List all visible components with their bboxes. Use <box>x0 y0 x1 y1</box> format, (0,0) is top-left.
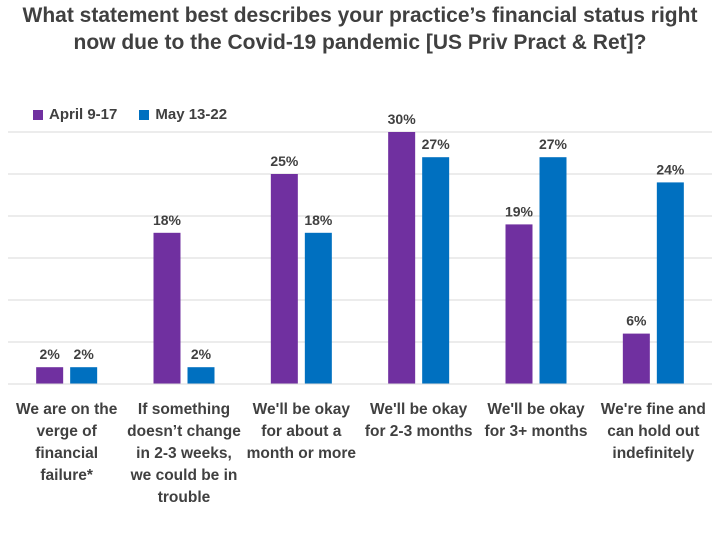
data-label-may-4: 27% <box>539 136 568 152</box>
chart-title: What statement best describes your pract… <box>22 4 698 54</box>
data-label-may-2: 18% <box>304 212 333 228</box>
category-label-0: We are on the verge of financial failure… <box>15 401 118 484</box>
category-label-3: We'll be okay for 2-3 months <box>364 401 473 440</box>
legend-item-april: April 9-17 <box>33 106 117 123</box>
data-label-may-5: 24% <box>656 161 685 177</box>
data-label-may-0: 2% <box>74 346 95 362</box>
data-label-april-3: 30% <box>388 111 417 127</box>
bar-may-2 <box>304 232 332 384</box>
legend-swatch-may <box>139 109 150 120</box>
data-label-april-1: 18% <box>153 212 182 228</box>
category-label-5: We're fine and can hold out indefinitely <box>600 401 706 462</box>
data-label-april-5: 6% <box>626 313 647 329</box>
category-label-1: If something doesn’t change in 2-3 weeks… <box>127 401 241 506</box>
legend-label-may: May 13-22 <box>155 106 228 123</box>
bar-april-0 <box>36 367 64 384</box>
data-label-april-0: 2% <box>40 346 61 362</box>
bar-april-4 <box>505 224 533 384</box>
chart-legend: April 9-17 May 13-22 <box>33 106 227 123</box>
data-label-april-4: 19% <box>505 203 534 219</box>
data-label-may-1: 2% <box>191 346 212 362</box>
bar-may-3 <box>422 157 450 384</box>
bar-april-5 <box>622 333 650 384</box>
legend-label-april: April 9-17 <box>49 106 118 123</box>
legend-item-may: May 13-22 <box>139 106 227 123</box>
data-label-may-3: 27% <box>422 136 451 152</box>
bar-may-0 <box>70 367 98 384</box>
bar-may-1 <box>187 367 215 384</box>
bar-april-1 <box>153 232 181 384</box>
category-label-4: We'll be okay for 3+ months <box>484 401 588 440</box>
bar-may-4 <box>539 157 567 384</box>
bar-may-5 <box>656 182 684 384</box>
category-label-2: We'll be okay for about a month or more <box>246 401 357 462</box>
bar-april-2 <box>270 174 298 384</box>
data-label-april-2: 25% <box>270 153 299 169</box>
bar-april-3 <box>388 132 416 384</box>
legend-swatch-april <box>33 109 43 120</box>
